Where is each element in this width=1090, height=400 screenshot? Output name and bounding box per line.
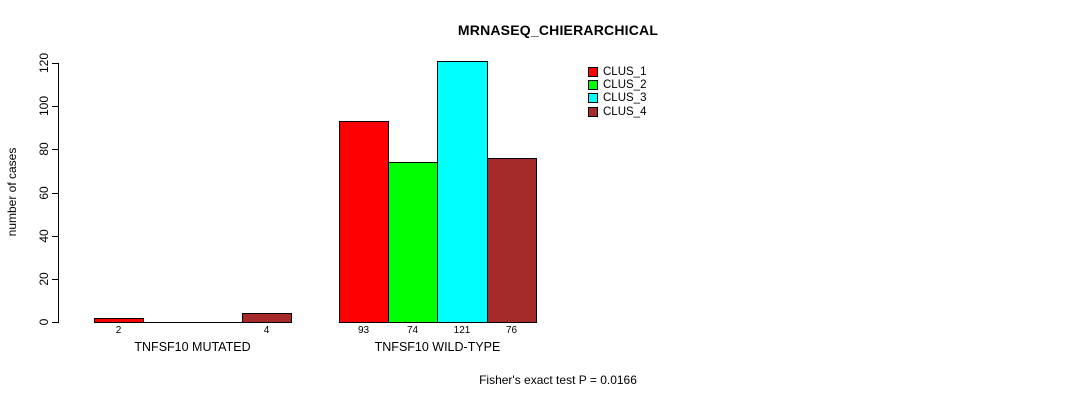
- legend-swatch-clus_1: [588, 66, 598, 77]
- bar-value-label: 93: [357, 325, 370, 336]
- legend-label: CLUS_2: [603, 78, 647, 91]
- y-axis-tick: [52, 149, 58, 150]
- bar-value-label: 121: [453, 325, 471, 336]
- legend-swatch-clus_4: [588, 106, 598, 117]
- legend-label: CLUS_1: [603, 65, 647, 78]
- y-axis-tick-label: 120: [37, 52, 51, 74]
- bar-value-label: 4: [263, 325, 270, 336]
- y-axis-tick: [52, 106, 58, 107]
- y-axis-tick: [52, 322, 58, 323]
- y-axis-tick: [52, 63, 58, 64]
- y-axis-tick-label: 100: [37, 95, 51, 117]
- y-axis-tick: [52, 279, 58, 280]
- bar-tnfsf10-mutated-clus_4: [242, 313, 292, 323]
- chart-title: MRNASEQ_CHIERARCHICAL: [457, 22, 659, 38]
- footnote-pvalue: Fisher's exact test P = 0.0166: [479, 373, 637, 387]
- legend-label: CLUS_3: [603, 92, 647, 105]
- bar-value-label: 76: [505, 325, 518, 336]
- bar-tnfsf10-wild-type-clus_3: [437, 61, 488, 323]
- bar-tnfsf10-wild-type-clus_2: [388, 162, 438, 323]
- legend-label: CLUS_4: [603, 105, 647, 118]
- y-axis-tick-label: 20: [37, 272, 51, 286]
- group-label-tnfsf10-wild-type: TNFSF10 WILD-TYPE: [374, 340, 501, 354]
- legend-item-clus_1: CLUS_1: [588, 65, 646, 78]
- bar-value-label: 74: [406, 325, 419, 336]
- bar-tnfsf10-wild-type-clus_4: [487, 158, 537, 323]
- legend-item-clus_4: CLUS_4: [588, 105, 646, 118]
- group-baseline-tnfsf10-mutated: [94, 322, 291, 323]
- y-axis-tick-label: 0: [37, 318, 51, 326]
- y-axis-line: [58, 63, 59, 323]
- y-axis-tick-label: 80: [37, 142, 51, 156]
- legend-item-clus_2: CLUS_2: [588, 78, 646, 91]
- group-label-tnfsf10-mutated: TNFSF10 MUTATED: [134, 340, 251, 354]
- y-axis-tick-label: 40: [37, 229, 51, 243]
- legend: CLUS_1 CLUS_2 CLUS_3 CLUS_4: [588, 65, 646, 118]
- legend-item-clus_3: CLUS_3: [588, 92, 646, 105]
- bar-tnfsf10-wild-type-clus_1: [339, 121, 389, 323]
- bar-tnfsf10-mutated-clus_1: [94, 318, 144, 323]
- bar-value-label: 2: [115, 325, 122, 336]
- legend-swatch-clus_2: [588, 79, 598, 90]
- y-axis-tick: [52, 193, 58, 194]
- y-axis-tick: [52, 236, 58, 237]
- y-axis-tick-label: 60: [37, 186, 51, 200]
- legend-swatch-clus_3: [588, 93, 598, 104]
